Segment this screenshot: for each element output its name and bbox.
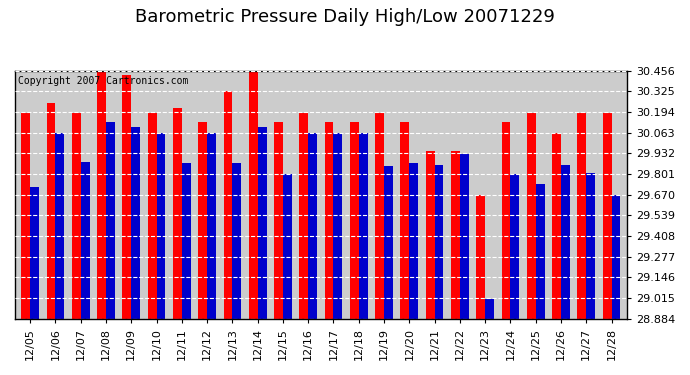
Bar	[333, 133, 342, 319]
Bar	[325, 122, 333, 319]
Bar	[400, 122, 409, 319]
Bar	[148, 113, 157, 319]
Bar	[283, 174, 292, 319]
Bar	[561, 165, 570, 319]
Bar	[460, 154, 469, 319]
Bar	[375, 113, 384, 319]
Bar	[72, 113, 81, 319]
Bar	[409, 163, 418, 319]
Bar	[55, 133, 64, 319]
Bar	[122, 75, 131, 319]
Bar	[198, 122, 207, 319]
Bar	[535, 184, 544, 319]
Bar	[602, 113, 611, 319]
Bar	[578, 113, 586, 319]
Bar	[552, 133, 561, 319]
Bar	[233, 163, 241, 319]
Bar	[81, 162, 90, 319]
Bar	[476, 195, 485, 319]
Bar	[157, 133, 166, 319]
Text: Barometric Pressure Daily High/Low 20071229: Barometric Pressure Daily High/Low 20071…	[135, 8, 555, 26]
Text: Copyright 2007 Cartronics.com: Copyright 2007 Cartronics.com	[18, 76, 188, 86]
Bar	[97, 70, 106, 319]
Bar	[106, 122, 115, 319]
Bar	[435, 165, 444, 319]
Bar	[249, 70, 257, 319]
Bar	[257, 127, 266, 319]
Bar	[350, 122, 359, 319]
Bar	[527, 113, 535, 319]
Bar	[30, 187, 39, 319]
Bar	[308, 133, 317, 319]
Bar	[426, 151, 435, 319]
Bar	[359, 133, 368, 319]
Bar	[173, 108, 182, 319]
Bar	[47, 103, 55, 319]
Bar	[611, 195, 620, 319]
Bar	[131, 127, 140, 319]
Bar	[224, 91, 233, 319]
Bar	[485, 299, 494, 319]
Bar	[274, 122, 283, 319]
Bar	[207, 133, 216, 319]
Bar	[299, 113, 308, 319]
Bar	[586, 173, 595, 319]
Bar	[21, 113, 30, 319]
Bar	[511, 174, 520, 319]
Bar	[182, 163, 190, 319]
Bar	[502, 122, 511, 319]
Bar	[384, 166, 393, 319]
Bar	[451, 151, 460, 319]
